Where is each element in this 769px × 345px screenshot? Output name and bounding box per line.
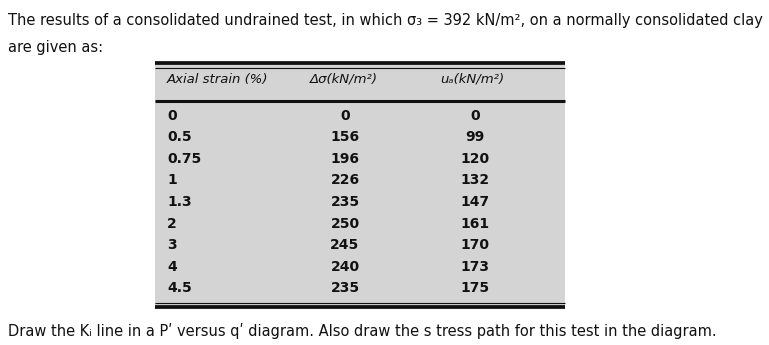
Text: 0: 0 — [167, 109, 177, 123]
Text: 4: 4 — [167, 260, 177, 274]
Text: 161: 161 — [461, 217, 490, 230]
Text: 1.3: 1.3 — [167, 195, 191, 209]
Text: 250: 250 — [331, 217, 360, 230]
Text: 0: 0 — [470, 109, 480, 123]
Text: 226: 226 — [331, 174, 360, 187]
Text: 132: 132 — [461, 174, 490, 187]
Text: 0: 0 — [340, 109, 350, 123]
Text: The results of a consolidated undrained test, in which σ₃ = 392 kN/m², on a norm: The results of a consolidated undrained … — [8, 13, 763, 28]
Text: uₐ(kN/m²): uₐ(kN/m²) — [440, 73, 504, 86]
Text: 4.5: 4.5 — [167, 281, 191, 295]
Bar — [155, 63, 565, 307]
Text: 99: 99 — [465, 130, 484, 144]
Text: 147: 147 — [461, 195, 490, 209]
Text: Δσ(kN/m²): Δσ(kN/m²) — [310, 73, 378, 86]
Text: 120: 120 — [461, 152, 490, 166]
Text: 196: 196 — [331, 152, 359, 166]
Text: 240: 240 — [331, 260, 360, 274]
Text: 1: 1 — [167, 174, 177, 187]
Text: 235: 235 — [331, 195, 360, 209]
Text: 0.75: 0.75 — [167, 152, 201, 166]
Text: 0.5: 0.5 — [167, 130, 191, 144]
Text: 2: 2 — [167, 217, 177, 230]
Text: 235: 235 — [331, 281, 360, 295]
Text: 245: 245 — [331, 238, 360, 252]
Text: 173: 173 — [461, 260, 490, 274]
Text: are given as:: are given as: — [8, 40, 103, 55]
Text: 156: 156 — [331, 130, 360, 144]
Text: Axial strain (%): Axial strain (%) — [167, 73, 268, 86]
Text: 170: 170 — [461, 238, 490, 252]
Text: 3: 3 — [167, 238, 177, 252]
Text: 175: 175 — [461, 281, 490, 295]
Text: Draw the Kᵢ line in a Pʹ versus qʹ diagram. Also draw the s tress path for this : Draw the Kᵢ line in a Pʹ versus qʹ diagr… — [8, 323, 717, 339]
